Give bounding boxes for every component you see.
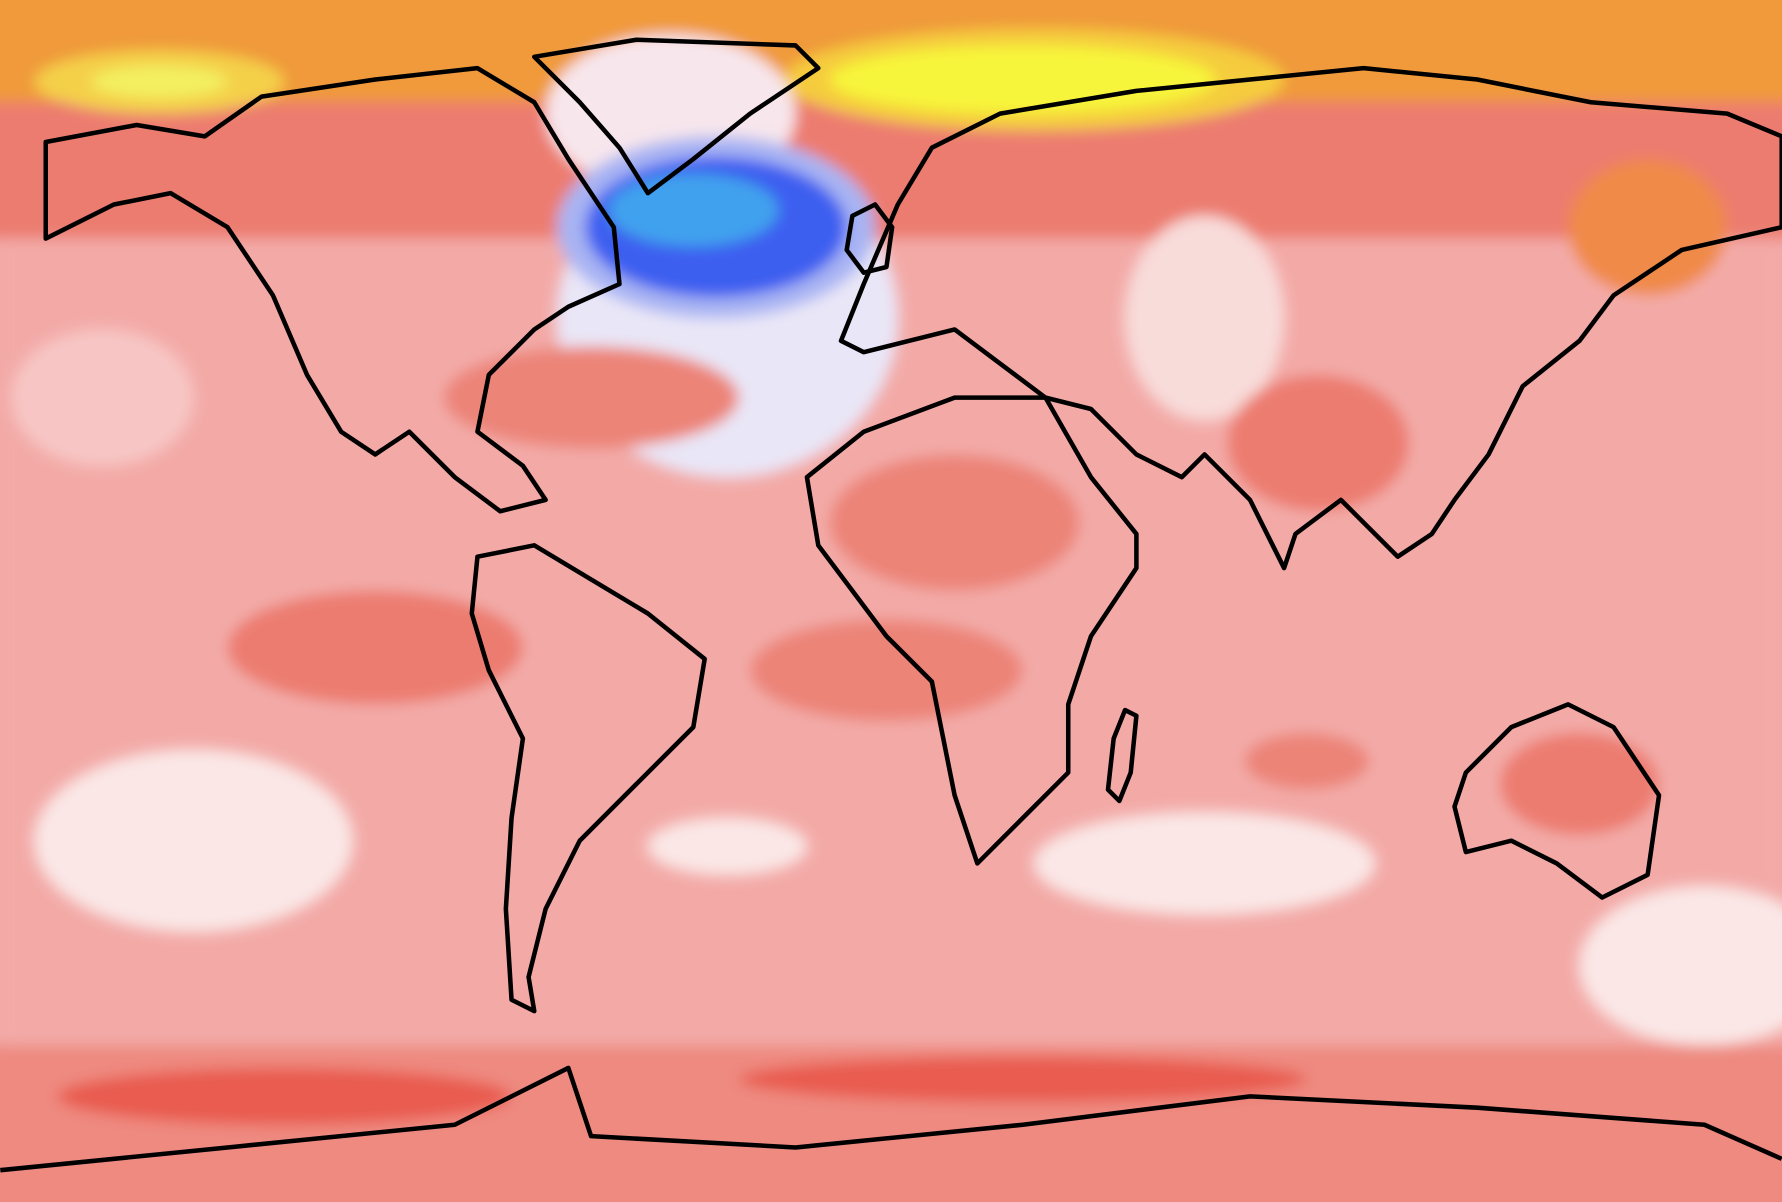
mild-patch bbox=[11, 329, 194, 466]
neutral-patch bbox=[647, 817, 807, 875]
yellow-core bbox=[91, 65, 228, 98]
warm-patch bbox=[443, 346, 739, 449]
yellow-core bbox=[829, 45, 1216, 114]
coastlines bbox=[0, 37, 1782, 1173]
africa bbox=[804, 395, 1139, 866]
eurasia bbox=[838, 65, 1782, 571]
warm-patch bbox=[1244, 732, 1370, 790]
neutral-patch bbox=[1579, 886, 1782, 1046]
madagascar bbox=[1105, 707, 1139, 804]
hot-patch bbox=[738, 1056, 1307, 1103]
north-america bbox=[43, 65, 622, 514]
warm-patch bbox=[1499, 732, 1660, 836]
neutral-patch bbox=[1125, 215, 1285, 421]
neutral-patch bbox=[1034, 812, 1375, 915]
australia bbox=[1452, 702, 1662, 900]
warm-patch bbox=[227, 590, 523, 705]
great-britain bbox=[844, 202, 895, 275]
orange-patch bbox=[1568, 159, 1728, 296]
neutral-patch bbox=[34, 749, 353, 932]
warm-patch bbox=[1227, 374, 1410, 512]
greenland bbox=[531, 37, 821, 196]
antarctica bbox=[0, 1065, 1782, 1173]
coldest-patch bbox=[608, 173, 779, 247]
warm-patch bbox=[829, 454, 1080, 591]
south-america bbox=[469, 543, 707, 1014]
warm-patch bbox=[750, 619, 1023, 722]
hot-patch bbox=[57, 1067, 512, 1125]
